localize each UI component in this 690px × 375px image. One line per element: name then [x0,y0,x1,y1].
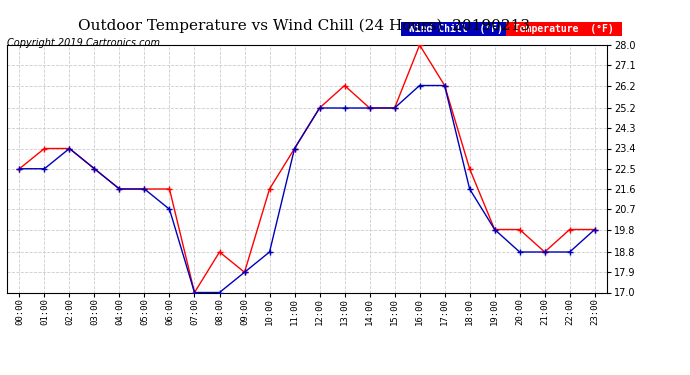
Text: Outdoor Temperature vs Wind Chill (24 Hours)  20190213: Outdoor Temperature vs Wind Chill (24 Ho… [77,19,530,33]
Text: Wind Chill  (°F): Wind Chill (°F) [403,24,509,34]
Text: Copyright 2019 Cartronics.com: Copyright 2019 Cartronics.com [7,38,160,48]
Text: Temperature  (°F): Temperature (°F) [508,24,620,34]
